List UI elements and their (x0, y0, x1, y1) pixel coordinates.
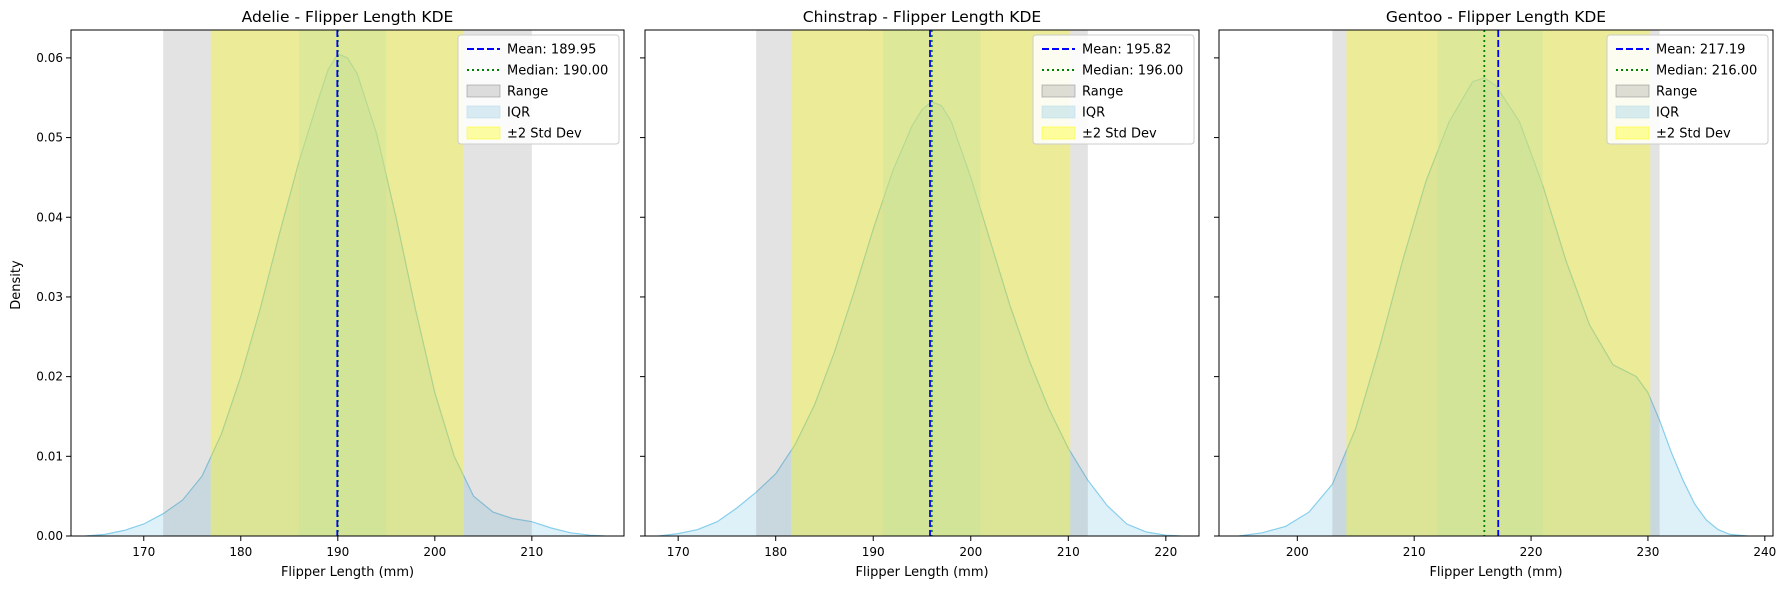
y-tick-label: 0.01 (36, 449, 63, 463)
legend-iqr-handle (1615, 105, 1650, 119)
x-tick-label: 210 (1403, 545, 1426, 559)
legend-label: Median: 216.00 (1656, 64, 1757, 79)
y-tick-label: 0.00 (36, 529, 63, 543)
x-tick-label: 240 (1753, 545, 1776, 559)
legend: Mean: 189.95 Median: 190.00 Range IQR ±2 Std… (457, 34, 620, 145)
legend-label: ±2 Std Dev (1082, 127, 1157, 142)
plot-area (1238, 30, 1748, 536)
y-tick-label: 0.04 (36, 210, 63, 224)
legend-label: IQR (507, 106, 530, 121)
plot-area (658, 30, 1181, 536)
x-tick-label: 200 (959, 545, 982, 559)
plot-area (85, 30, 605, 536)
x-tick-label: 170 (667, 545, 690, 559)
legend: Mean: 217.19 Median: 216.00 Range IQR ±2 Std… (1606, 34, 1769, 145)
x-tick-label: 210 (1057, 545, 1080, 559)
x-tick-label: 220 (1520, 545, 1543, 559)
y-tick-label: 0.02 (36, 370, 63, 384)
x-tick-label: 170 (132, 545, 155, 559)
panel-chinstrap: 170 180 190 200 210 220 Chinstrap - Flipper Le… (640, 8, 1200, 580)
legend-label: Mean: 189.95 (507, 43, 596, 58)
panel-gentoo: 200 210 220 230 240 Gentoo - Flipper Length K… (1214, 8, 1776, 580)
kde-line (1238, 77, 1748, 536)
x-tick-label: 180 (229, 545, 252, 559)
legend-std-handle (1041, 126, 1076, 140)
y-tick-label: 0.03 (36, 290, 63, 304)
x-tick-label: 200 (423, 545, 446, 559)
legend-label: ±2 Std Dev (1656, 127, 1731, 142)
legend-label: ±2 Std Dev (507, 127, 582, 142)
iqr-span (1437, 30, 1543, 536)
kde-line (85, 53, 605, 536)
legend-frame (457, 34, 620, 145)
legend-label: Median: 196.00 (1082, 64, 1183, 79)
kde-line (658, 101, 1181, 536)
x-tick-label: 220 (1154, 545, 1177, 559)
x-tick-label: 190 (326, 545, 349, 559)
x-tick-label: 230 (1636, 545, 1659, 559)
legend-label: Range (507, 85, 548, 100)
axes-frame (644, 29, 1200, 537)
legend-label: IQR (1656, 106, 1679, 121)
panel-title: Adelie - Flipper Length KDE (242, 8, 454, 26)
panel-title: Gentoo - Flipper Length KDE (1386, 8, 1606, 26)
legend-label: Mean: 195.82 (1082, 43, 1171, 58)
axes-frame (1218, 29, 1774, 537)
x-tick-label: 180 (764, 545, 787, 559)
legend-frame (1032, 34, 1195, 145)
legend-range-handle (1041, 84, 1076, 98)
legend-frame (1606, 34, 1769, 145)
legend-range-handle (466, 84, 501, 98)
legend-range-handle (1615, 84, 1650, 98)
legend: Mean: 195.82 Median: 196.00 Range IQR ±2 Std… (1032, 34, 1195, 145)
legend-std-handle (1615, 126, 1650, 140)
legend-label: Range (1082, 85, 1123, 100)
legend-std-handle (466, 126, 501, 140)
legend-iqr-handle (1041, 105, 1076, 119)
iqr-span (298, 30, 387, 536)
legend-label: Range (1656, 85, 1697, 100)
legend-label: IQR (1082, 106, 1105, 121)
x-axis-label: Flipper Length (mm) (855, 565, 988, 580)
kde-fill (85, 53, 605, 536)
kde-fill (658, 101, 1181, 536)
x-tick-label: 200 (1286, 545, 1309, 559)
x-tick-label: 190 (862, 545, 885, 559)
legend-iqr-handle (466, 105, 501, 119)
x-tick-label: 210 (520, 545, 543, 559)
panel-title: Chinstrap - Flipper Length KDE (803, 8, 1041, 26)
x-axis-label: Flipper Length (mm) (281, 565, 414, 580)
y-tick-label: 0.06 (36, 51, 63, 65)
panel-adelie: 170 180 190 200 210 0.00 0.01 0.02 0.03 0.04 0.05 0… (36, 8, 625, 580)
y-tick-label: 0.05 (36, 131, 63, 145)
shared-y-axis-label: Density (9, 260, 24, 310)
x-axis-label: Flipper Length (mm) (1429, 565, 1562, 580)
kde-fill (1238, 77, 1748, 536)
legend-label: Median: 190.00 (507, 64, 608, 79)
axes-frame (70, 29, 625, 537)
range-span (1332, 30, 1660, 536)
legend-label: Mean: 217.19 (1656, 43, 1745, 58)
